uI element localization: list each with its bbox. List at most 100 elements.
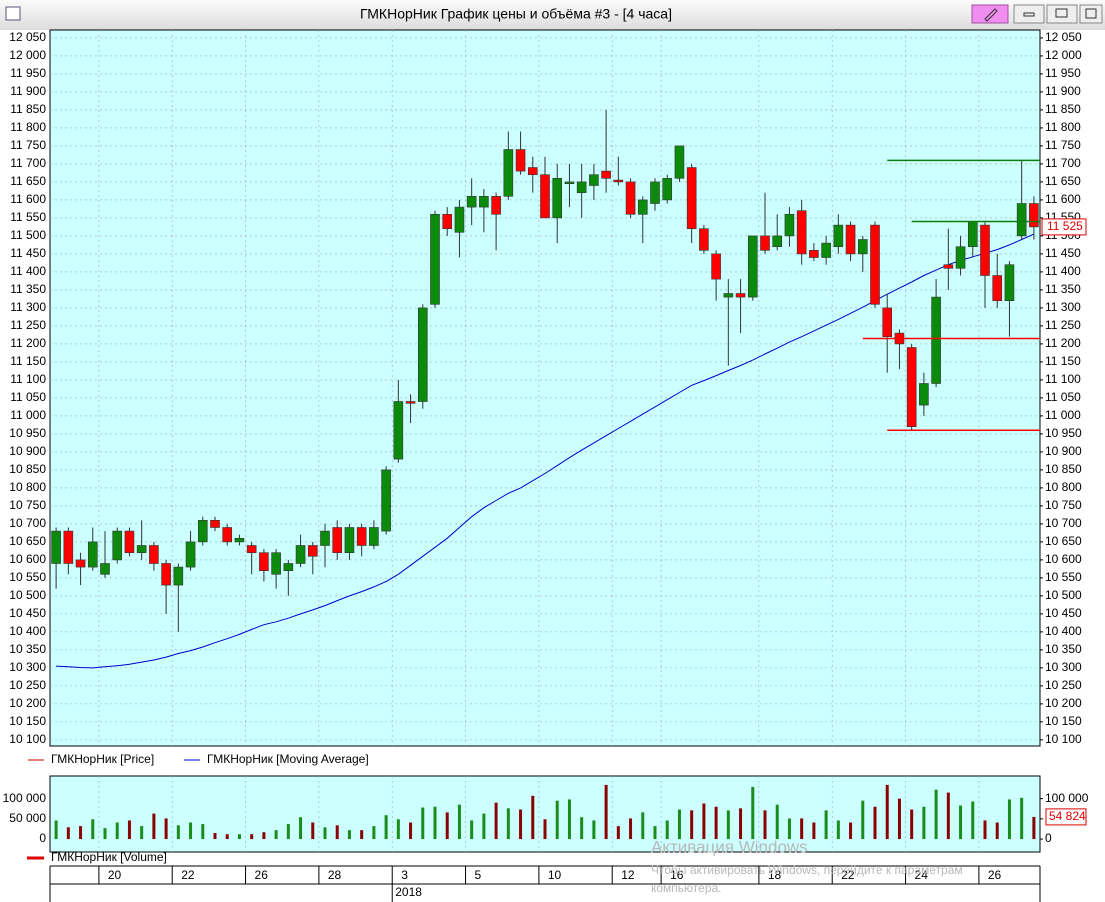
candle-body <box>1004 264 1015 302</box>
y-tick-label: 10 350 <box>1045 642 1082 656</box>
x-tick-label: 26 <box>988 868 1002 882</box>
candle-body <box>479 196 489 208</box>
x-tick-label: 22 <box>181 868 195 882</box>
y-tick-label: 10 800 <box>9 480 46 494</box>
y-tick-label: 11 000 <box>10 408 46 422</box>
last-volume-box <box>1045 808 1087 826</box>
volume-bar <box>739 808 743 840</box>
candle-body <box>405 401 416 404</box>
x-tick-label: 5 <box>475 868 482 882</box>
candle-body <box>136 545 147 553</box>
candle-body <box>650 181 660 204</box>
y-tick-label: 11 750 <box>10 138 46 152</box>
volume-bar <box>580 817 584 840</box>
volume-bar <box>531 795 535 840</box>
candle-body <box>173 566 184 586</box>
close-button[interactable] <box>1079 4 1103 24</box>
candle-body <box>344 527 355 553</box>
y-tick-label: 11 850 <box>1045 102 1081 116</box>
year-label: 2018 <box>395 885 422 899</box>
y-tick-label: 11 800 <box>10 120 46 134</box>
volume-bar <box>604 784 608 840</box>
volume-bar <box>690 810 694 840</box>
y-tick-label: 11 900 <box>10 84 46 98</box>
candle-body <box>210 519 220 528</box>
y-tick-label: 11 500 <box>10 228 46 242</box>
volume-bar <box>824 810 828 840</box>
candle-body <box>747 235 758 298</box>
candle-body <box>1029 203 1039 228</box>
candle-body <box>295 545 306 564</box>
candle-body <box>393 401 404 460</box>
y-tick-label: 11 400 <box>1045 264 1081 278</box>
y-tick-label: 11 050 <box>10 390 46 404</box>
legend-label: ГМКНорНик [Price] <box>51 752 154 766</box>
volume-bar <box>250 834 254 840</box>
volume-bar <box>262 832 266 840</box>
x-tick-label: 28 <box>328 868 342 882</box>
candle-body <box>919 383 929 406</box>
candle-body <box>784 214 795 237</box>
volume-bar <box>812 822 816 840</box>
candle-body <box>515 149 526 172</box>
volume-bar <box>225 834 229 840</box>
candle-body <box>699 228 709 251</box>
minimize-button[interactable] <box>1013 4 1045 24</box>
volume-bar <box>653 826 657 840</box>
candle-body <box>491 196 501 215</box>
legend-label: ГМКНорНик [Volume] <box>51 850 167 864</box>
x-tick-label: 16 <box>670 868 684 882</box>
last-price-label: 11 525 <box>1047 219 1083 233</box>
volume-bar <box>360 830 364 840</box>
volume-bar <box>995 822 999 840</box>
candle-body <box>980 224 990 276</box>
volume-bar <box>1007 799 1011 840</box>
y-tick-label: 10 650 <box>9 534 46 548</box>
y-tick-label: 10 850 <box>1045 462 1082 476</box>
volume-bar <box>237 834 241 840</box>
volume-bar <box>115 822 119 840</box>
volume-bar <box>971 801 975 840</box>
y-tick-label: 11 200 <box>1045 336 1081 350</box>
candle-body <box>369 527 379 546</box>
candle-body <box>307 545 318 557</box>
y-tick-label: 11 350 <box>1045 282 1081 296</box>
price-panel <box>49 29 1041 747</box>
candle-body <box>760 235 770 251</box>
y-tick-label: 11 650 <box>1045 174 1081 188</box>
pin-button[interactable] <box>971 4 1009 24</box>
y-tick-label: 11 300 <box>1045 300 1081 314</box>
volume-tick-label: 50 000 <box>9 811 46 825</box>
y-tick-label: 10 500 <box>1045 588 1082 602</box>
volume-tick-label: 0 <box>1045 831 1052 845</box>
y-tick-label: 11 700 <box>10 156 46 170</box>
volume-bar <box>335 825 339 840</box>
volume-bar <box>665 820 669 840</box>
volume-tick-label: 100 000 <box>1045 791 1089 805</box>
y-tick-label: 10 450 <box>9 606 46 620</box>
x-tick-label: 10 <box>548 868 562 882</box>
y-tick-label: 11 700 <box>1045 156 1081 170</box>
volume-bar <box>922 806 926 840</box>
volume-bar <box>616 826 620 840</box>
candle-body <box>51 530 61 564</box>
candle-body <box>332 527 343 553</box>
y-tick-label: 10 200 <box>9 696 46 710</box>
candle-body <box>723 293 734 298</box>
restore-button[interactable] <box>1046 4 1078 24</box>
volume-bar <box>286 824 290 840</box>
y-tick-label: 11 600 <box>1045 192 1081 206</box>
volume-bar <box>201 824 205 840</box>
volume-bar <box>152 813 156 840</box>
last-price-box <box>1041 218 1087 236</box>
volume-bar <box>372 826 376 840</box>
candle-body <box>442 214 453 230</box>
volume-bar <box>519 809 523 840</box>
last-volume-label: 54 824 <box>1049 809 1086 823</box>
candle-body <box>564 181 575 185</box>
y-tick-label: 12 050 <box>9 30 46 44</box>
volume-bar <box>213 833 217 840</box>
volume-bar <box>1020 797 1024 840</box>
y-tick-label: 10 700 <box>1045 516 1082 530</box>
volume-bar <box>91 819 95 840</box>
